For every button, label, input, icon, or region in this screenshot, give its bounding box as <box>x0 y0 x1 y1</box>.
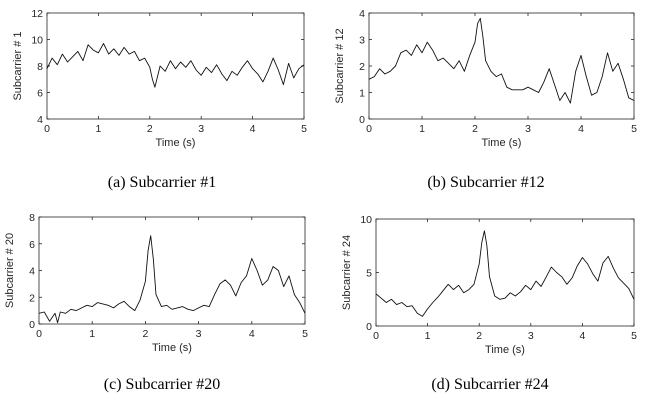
y-tick-label: 12 <box>31 8 43 20</box>
y-tick-label: 0 <box>366 321 372 333</box>
plot-area <box>375 218 635 327</box>
x-tick-label: 0 <box>44 123 50 135</box>
chart-panel-3: 0 1 2 3 4 5 0 2 4 6 8 Time (s) Subcarrier # 20 (c) Su… <box>4 212 308 393</box>
y-tick-label: 4 <box>359 8 365 20</box>
x-tick-label: 0 <box>36 328 42 340</box>
x-tick-label: 2 <box>142 328 148 340</box>
y-tick-label: 3 <box>359 35 365 47</box>
x-tick-label: 3 <box>528 330 534 342</box>
x-tick-label: 3 <box>196 328 202 340</box>
subfigure-caption: (a) Subcarrier #1 <box>108 174 216 191</box>
x-tick-label: 0 <box>373 330 379 342</box>
x-tick-label: 1 <box>95 123 101 135</box>
series-line <box>368 17 635 104</box>
x-tick-label: 1 <box>89 328 95 340</box>
x-axis-label: Time (s) <box>156 137 196 149</box>
x-axis-label: Time (s) <box>482 137 522 149</box>
x-tick-label: 5 <box>631 123 637 135</box>
y-tick-label: 10 <box>360 214 372 226</box>
chart-panel-4: 0 1 2 3 4 5 0 5 10 Time (s) Subcarrier # 24 (d) Sub… <box>341 214 637 393</box>
plot-area <box>46 12 305 120</box>
x-tick-label: 4 <box>249 328 255 340</box>
x-tick-label: 5 <box>631 330 637 342</box>
y-tick-label: 8 <box>29 212 35 224</box>
y-tick-label: 2 <box>359 61 365 73</box>
y-tick-label: 6 <box>29 239 35 251</box>
y-tick-label: 4 <box>29 266 35 278</box>
y-tick-label: 0 <box>359 114 365 126</box>
y-axis-label: Subcarrier # 1 <box>12 31 24 100</box>
y-tick-label: 4 <box>37 114 43 126</box>
x-tick-label: 4 <box>579 330 585 342</box>
y-tick-label: 2 <box>29 292 35 304</box>
y-axis-label: Subcarrier # 20 <box>4 233 16 308</box>
subfigure-caption: (d) Subcarrier #24 <box>431 376 548 393</box>
x-tick-label: 1 <box>425 330 431 342</box>
x-tick-label: 3 <box>525 123 531 135</box>
x-tick-label: 2 <box>472 123 478 135</box>
x-tick-label: 3 <box>198 123 204 135</box>
y-axis-label: Subcarrier # 12 <box>334 28 346 103</box>
x-tick-label: 5 <box>301 123 307 135</box>
x-tick-label: 5 <box>302 328 308 340</box>
x-tick-label: 2 <box>476 330 482 342</box>
x-tick-label: 0 <box>366 123 372 135</box>
y-axis-label: Subcarrier # 24 <box>341 235 353 310</box>
subfigure-caption: (c) Subcarrier #20 <box>104 376 220 393</box>
chart-panel-2: 0 1 2 3 4 5 0 1 2 3 4 Time (s) Subcarrier # 12 (b) Su… <box>334 8 637 191</box>
plot-area <box>368 12 635 120</box>
x-axis-label: Time (s) <box>152 342 192 354</box>
x-axis-label: Time (s) <box>485 344 525 356</box>
plot-area <box>38 216 306 325</box>
y-tick-label: 10 <box>31 35 43 47</box>
x-tick-label: 2 <box>147 123 153 135</box>
y-tick-label: 5 <box>366 268 372 280</box>
series-line <box>38 235 306 324</box>
x-tick-label: 4 <box>250 123 256 135</box>
series-line <box>375 230 635 317</box>
x-tick-label: 1 <box>419 123 425 135</box>
y-tick-label: 0 <box>29 319 35 331</box>
y-tick-label: 6 <box>37 88 43 100</box>
subfigure-caption: (b) Subcarrier #12 <box>427 174 544 191</box>
y-tick-label: 8 <box>37 61 43 73</box>
x-tick-label: 4 <box>578 123 584 135</box>
series-line <box>46 43 305 88</box>
y-tick-label: 1 <box>359 88 365 100</box>
